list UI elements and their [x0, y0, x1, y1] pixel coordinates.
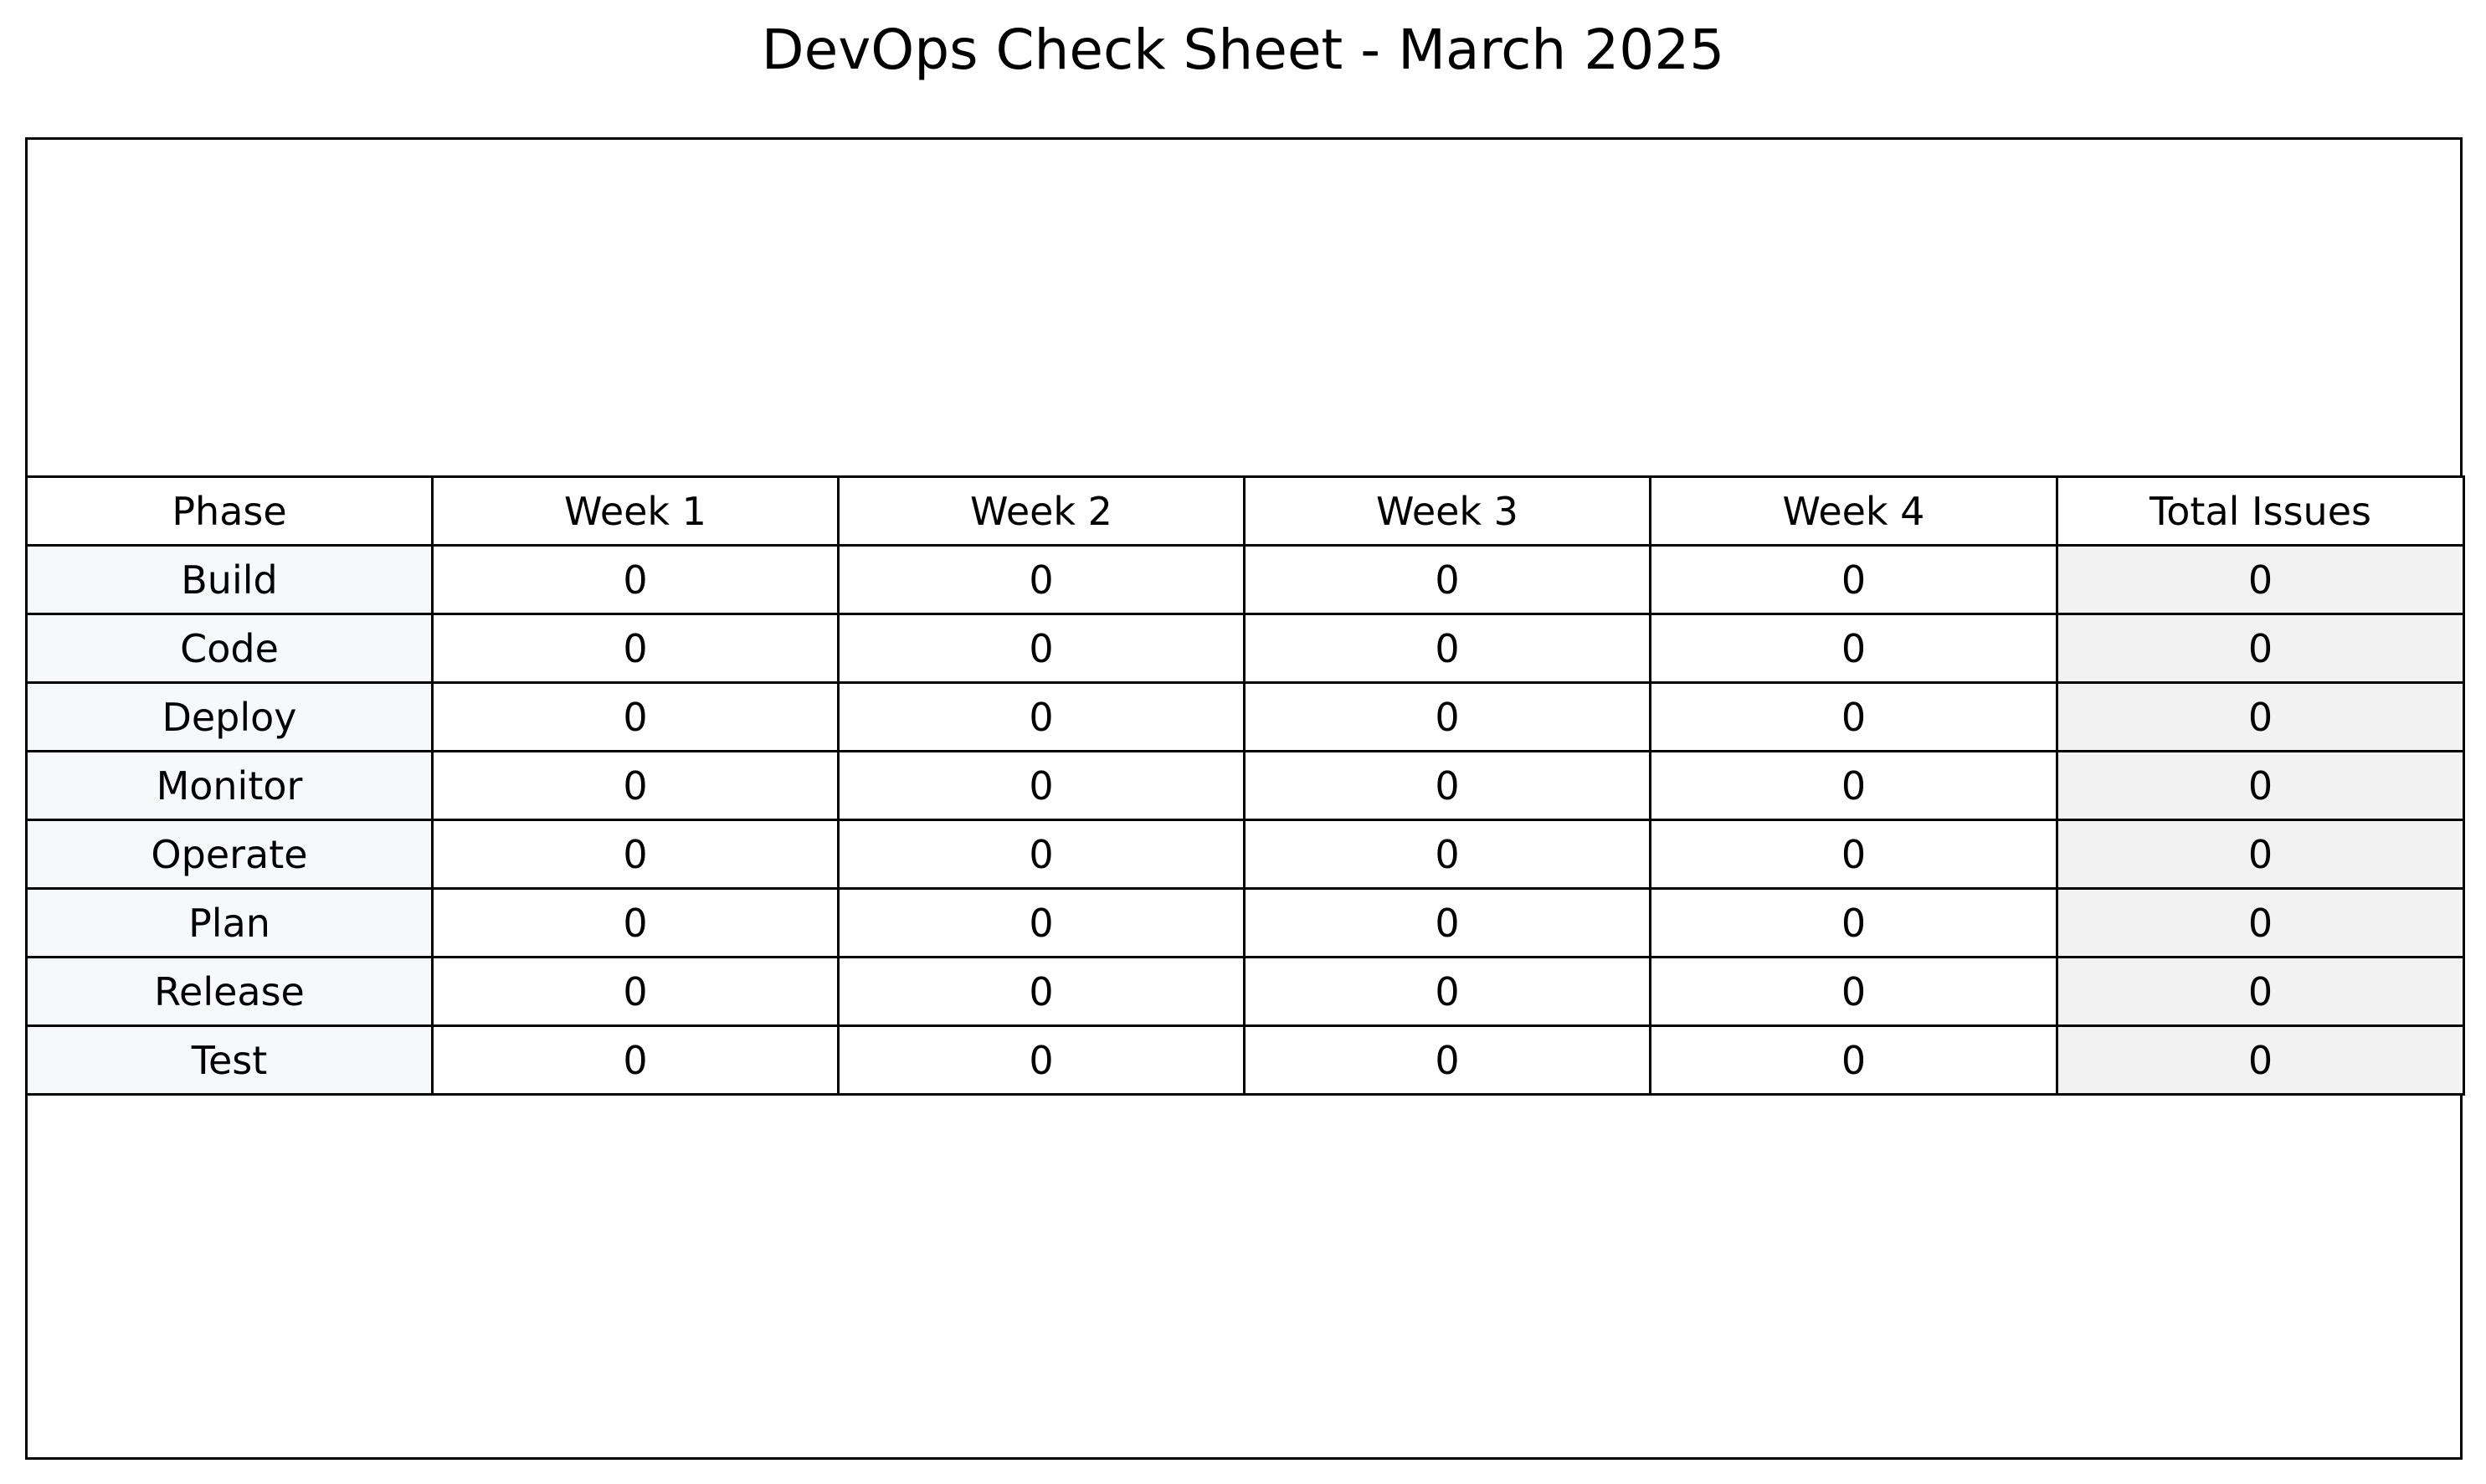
- week-4-cell: 0: [1649, 681, 2058, 752]
- check-sheet-table: Phase Week 1 Week 2 Week 3 Week 4 Total …: [25, 475, 2465, 1096]
- week-1-cell: 0: [431, 750, 840, 821]
- week-1-cell: 0: [431, 956, 840, 1027]
- header-week-1: Week 1: [431, 475, 840, 547]
- week-3-cell: 0: [1243, 956, 1651, 1027]
- total-issues-cell: 0: [2056, 750, 2465, 821]
- week-4-cell: 0: [1649, 887, 2058, 958]
- week-3-cell: 0: [1243, 681, 1651, 752]
- week-2-cell: 0: [837, 887, 1246, 958]
- week-1-cell: 0: [431, 887, 840, 958]
- week-3-cell: 0: [1243, 1024, 1651, 1096]
- week-1-cell: 0: [431, 1024, 840, 1096]
- header-phase: Phase: [25, 475, 434, 547]
- table-row: Code 0 0 0 0 0: [25, 613, 2465, 684]
- total-issues-cell: 0: [2056, 544, 2465, 615]
- phase-cell: Monitor: [25, 750, 434, 821]
- header-week-2: Week 2: [837, 475, 1246, 547]
- header-total-issues: Total Issues: [2056, 475, 2465, 547]
- week-3-cell: 0: [1243, 819, 1651, 890]
- week-4-cell: 0: [1649, 819, 2058, 890]
- week-2-cell: 0: [837, 613, 1246, 684]
- header-row: Phase Week 1 Week 2 Week 3 Week 4 Total …: [25, 475, 2465, 547]
- week-2-cell: 0: [837, 819, 1246, 890]
- week-4-cell: 0: [1649, 1024, 2058, 1096]
- header-week-3: Week 3: [1243, 475, 1651, 547]
- table-row: Deploy 0 0 0 0 0: [25, 681, 2465, 752]
- week-4-cell: 0: [1649, 613, 2058, 684]
- table-row: Build 0 0 0 0 0: [25, 544, 2465, 615]
- phase-cell: Deploy: [25, 681, 434, 752]
- week-4-cell: 0: [1649, 956, 2058, 1027]
- week-2-cell: 0: [837, 956, 1246, 1027]
- week-4-cell: 0: [1649, 750, 2058, 821]
- header-week-4: Week 4: [1649, 475, 2058, 547]
- week-4-cell: 0: [1649, 544, 2058, 615]
- table-row: Operate 0 0 0 0 0: [25, 819, 2465, 890]
- week-3-cell: 0: [1243, 613, 1651, 684]
- week-2-cell: 0: [837, 750, 1246, 821]
- total-issues-cell: 0: [2056, 613, 2465, 684]
- week-3-cell: 0: [1243, 750, 1651, 821]
- total-issues-cell: 0: [2056, 1024, 2465, 1096]
- table-body: Build 0 0 0 0 0 Code 0 0 0 0 0 Deploy 0 0 0 0 0 Monitor 0 0 0…: [25, 544, 2465, 1096]
- table-row: Monitor 0 0 0 0 0: [25, 750, 2465, 821]
- total-issues-cell: 0: [2056, 819, 2465, 890]
- phase-cell: Test: [25, 1024, 434, 1096]
- table-row: Plan 0 0 0 0 0: [25, 887, 2465, 958]
- phase-cell: Operate: [25, 819, 434, 890]
- week-1-cell: 0: [431, 613, 840, 684]
- phase-cell: Code: [25, 613, 434, 684]
- week-3-cell: 0: [1243, 887, 1651, 958]
- total-issues-cell: 0: [2056, 681, 2465, 752]
- week-1-cell: 0: [431, 544, 840, 615]
- phase-cell: Build: [25, 544, 434, 615]
- chart-title: DevOps Check Sheet - March 2025: [761, 18, 1725, 82]
- phase-cell: Release: [25, 956, 434, 1027]
- table-row: Test 0 0 0 0 0: [25, 1024, 2465, 1096]
- total-issues-cell: 0: [2056, 887, 2465, 958]
- week-2-cell: 0: [837, 544, 1246, 615]
- total-issues-cell: 0: [2056, 956, 2465, 1027]
- week-2-cell: 0: [837, 1024, 1246, 1096]
- week-3-cell: 0: [1243, 544, 1651, 615]
- week-1-cell: 0: [431, 819, 840, 890]
- phase-cell: Plan: [25, 887, 434, 958]
- week-1-cell: 0: [431, 681, 840, 752]
- week-2-cell: 0: [837, 681, 1246, 752]
- table-row: Release 0 0 0 0 0: [25, 956, 2465, 1027]
